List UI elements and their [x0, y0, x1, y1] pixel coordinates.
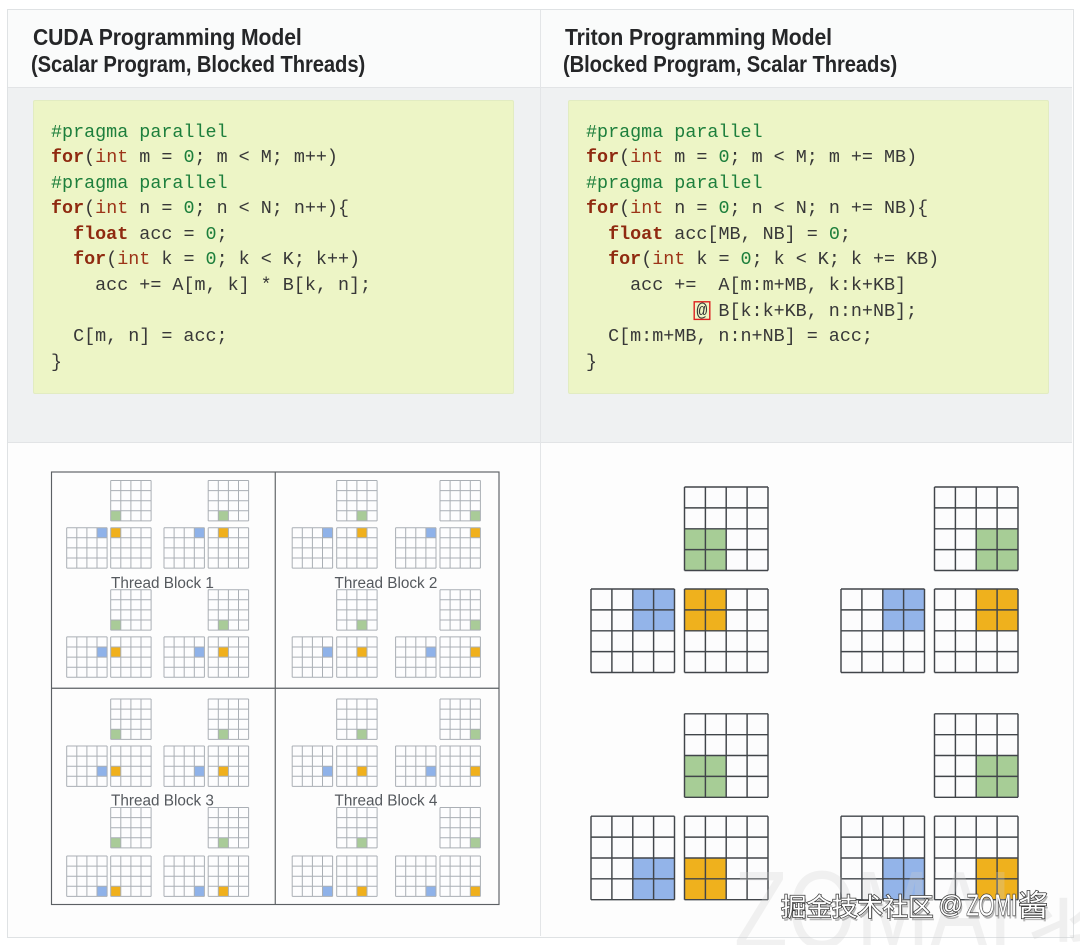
svg-text:Thread Block 3: Thread Block 3 [111, 793, 214, 810]
svg-text:@: @ [939, 892, 963, 919]
svg-text:ZOMI: ZOMI [967, 890, 1017, 923]
svg-text:ZOMI: ZOMI [968, 893, 1018, 926]
svg-text:Thread Block 1: Thread Block 1 [111, 575, 214, 592]
svg-text:Thread Block 2: Thread Block 2 [335, 575, 438, 592]
svg-text:Thread Block 4: Thread Block 4 [335, 793, 438, 810]
svg-text:@: @ [940, 895, 964, 922]
